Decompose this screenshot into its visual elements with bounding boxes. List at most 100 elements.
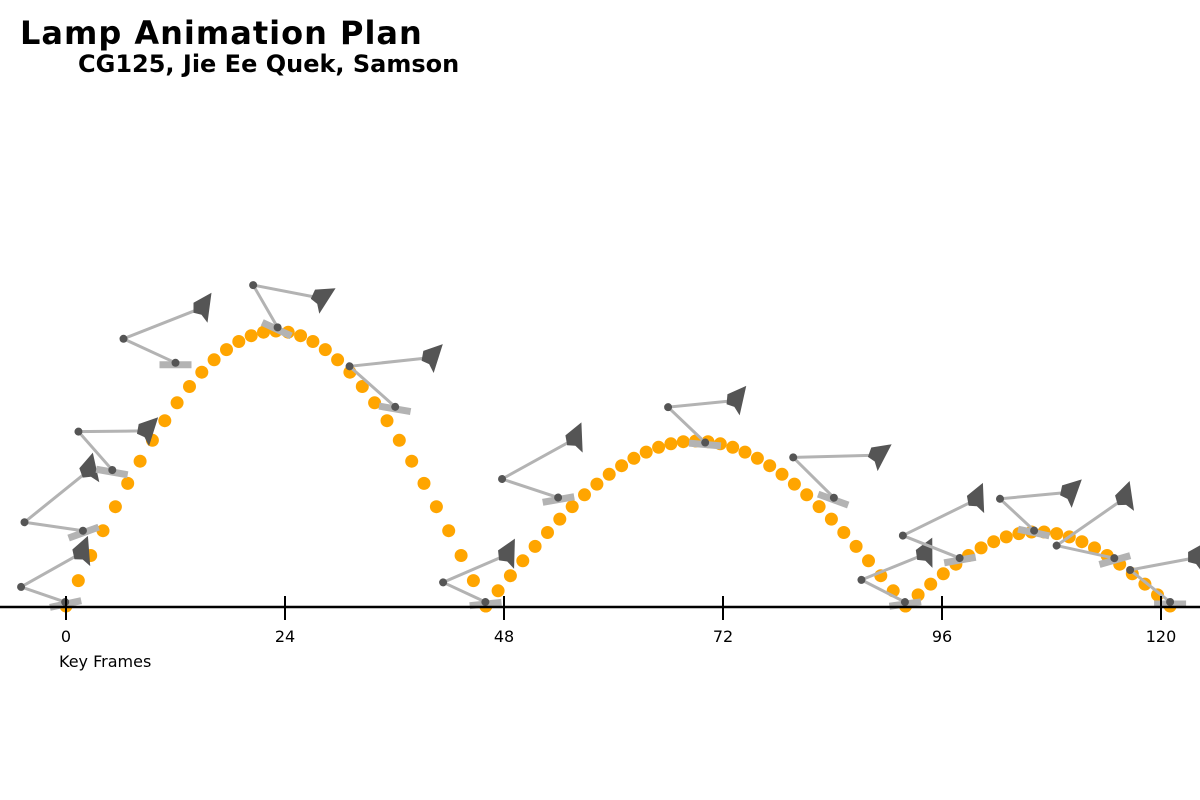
path-dot — [974, 541, 988, 555]
lamp-joint — [1052, 541, 1061, 550]
path-dot — [541, 526, 554, 539]
lamp-arm — [664, 399, 734, 444]
path-dot — [96, 524, 110, 538]
path-dot — [528, 539, 542, 553]
path-dot — [491, 584, 505, 598]
path-dot — [405, 454, 419, 468]
lamp-joint — [857, 575, 866, 584]
lamp-joint — [900, 598, 909, 607]
lamp-pose — [1126, 545, 1200, 608]
lamp-joint — [1126, 566, 1135, 574]
lamp-head-icon — [310, 288, 336, 314]
path-dot — [306, 335, 320, 348]
path-dot — [763, 459, 777, 473]
page-subtitle: CG125, Jie Ee Quek, Samson — [78, 50, 460, 78]
lamp-head-icon — [421, 344, 443, 374]
lamp-joint — [391, 402, 400, 411]
path-dot — [615, 459, 629, 473]
path-dot — [429, 500, 443, 514]
lamp-joint — [995, 494, 1004, 503]
path-dot — [503, 569, 517, 583]
path-dot — [812, 500, 826, 514]
path-dot — [824, 512, 838, 526]
lamp-joint — [108, 466, 117, 475]
lamp-head-icon — [1188, 545, 1200, 570]
lamp-pose — [74, 417, 159, 479]
lamp-head-icon — [1060, 479, 1082, 508]
lamp-pose — [995, 479, 1082, 540]
lamp-joint — [955, 554, 964, 563]
path-dot — [578, 488, 591, 502]
lamp-arm — [1126, 556, 1195, 604]
lamp-head-icon — [966, 482, 985, 514]
path-dot — [318, 343, 332, 357]
path-dot — [244, 329, 258, 343]
lamp-joint — [17, 582, 26, 591]
lamp-pose — [439, 538, 515, 610]
path-dot — [639, 445, 653, 459]
lamp-head-icon — [72, 535, 91, 567]
lamp-head-icon — [136, 417, 159, 447]
path-dot — [602, 467, 616, 481]
lamp-pose — [345, 344, 443, 416]
lamp-pose — [789, 444, 892, 509]
lamp-arm — [996, 491, 1067, 532]
lamp-head-icon — [726, 385, 747, 416]
path-dot — [183, 380, 196, 393]
lamp-arm — [346, 356, 429, 408]
path-dot — [442, 524, 456, 538]
path-dot — [108, 500, 122, 514]
lamp-pose — [857, 537, 933, 610]
lamp-head-icon — [565, 422, 583, 453]
lamp-arm — [789, 453, 875, 499]
lamp-pose — [249, 281, 336, 340]
path-dot — [987, 535, 1001, 549]
path-dot — [355, 380, 369, 393]
path-dot — [787, 477, 801, 491]
path-dot — [380, 414, 394, 428]
tick-label: 120 — [1146, 627, 1177, 646]
path-dot — [738, 445, 752, 459]
path-dot — [652, 440, 666, 454]
lamp-arm — [20, 470, 88, 533]
path-dot — [454, 549, 468, 562]
lamp-joint — [1110, 554, 1119, 563]
lamp-head-icon — [1115, 480, 1135, 511]
frame-axis: 0 24 48 72 96 120 — [0, 596, 1200, 646]
lamp-head-icon — [867, 444, 892, 472]
path-dot — [170, 396, 184, 410]
path-dot — [1050, 527, 1064, 541]
path-dot — [726, 440, 740, 454]
lamp-joint — [74, 427, 83, 436]
path-dot — [627, 451, 641, 465]
path-dot — [207, 353, 221, 367]
lamp-head-icon — [193, 292, 212, 323]
path-dot — [121, 476, 135, 490]
path-dot — [775, 467, 789, 481]
path-dot — [849, 539, 863, 553]
lamp-joint — [1166, 598, 1175, 606]
lamp-joint — [701, 438, 710, 447]
path-dot — [294, 329, 308, 343]
lamp-joint — [481, 598, 490, 607]
lamp-joint — [78, 526, 87, 535]
tick-label: 96 — [932, 627, 952, 646]
path-dot — [750, 451, 764, 465]
path-dot — [924, 577, 938, 591]
lamp-joint — [498, 475, 507, 484]
lamp-joint — [439, 578, 448, 587]
path-dot — [133, 454, 147, 468]
lamp-head-icon — [79, 452, 100, 483]
path-dot — [71, 574, 85, 588]
path-dot — [936, 567, 950, 581]
lamp-joint — [664, 403, 673, 412]
path-dot — [158, 414, 172, 428]
lamp-arm — [119, 307, 201, 365]
lamp-pose — [898, 482, 985, 567]
lamp-joint — [20, 518, 29, 527]
lamp-joint — [249, 281, 258, 290]
path-dot — [1088, 541, 1101, 555]
page-title: Lamp Animation Plan — [20, 14, 423, 52]
path-dot — [232, 335, 246, 348]
